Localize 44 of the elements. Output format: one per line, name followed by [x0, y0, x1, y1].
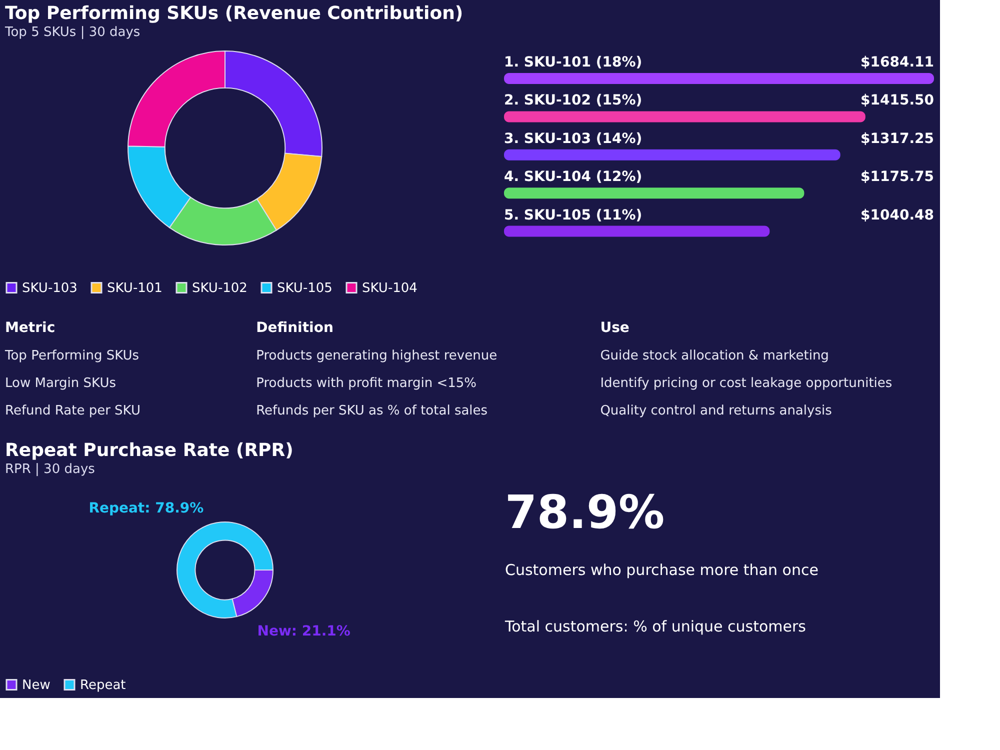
bar	[504, 226, 770, 237]
text: Guide stock allocation & marketing	[600, 348, 829, 364]
data-label: $1415.50	[860, 92, 934, 109]
legend-label: SKU-102	[192, 280, 248, 296]
data-label: Repeat: 78.9%	[88, 500, 204, 516]
text: Refund Rate per SKU	[5, 403, 140, 418]
data-label: $1040.48	[860, 207, 934, 224]
y-tick-label: 2. SKU-102 (15%)	[504, 92, 642, 109]
chart-title: Top Performing SKUs (Revenue Contribution)	[5, 3, 464, 24]
y-tick-label: 1. SKU-101 (18%)	[504, 54, 642, 71]
text: 78.9%	[505, 484, 665, 539]
y-tick-label: 5. SKU-105 (11%)	[504, 207, 642, 224]
legend-label: Repeat	[80, 678, 126, 693]
text: Use	[600, 320, 630, 336]
bar	[504, 188, 804, 199]
text: Total customers: % of unique customers	[504, 617, 806, 636]
text: Low Margin SKUs	[5, 376, 116, 391]
text: Products with profit margin <15%	[256, 376, 477, 391]
bar	[504, 73, 934, 84]
legend-label: SKU-104	[362, 280, 418, 296]
bar	[504, 149, 840, 160]
text: Customers who purchase more than once	[505, 561, 818, 579]
text: Identify pricing or cost leakage opportunities	[600, 376, 892, 391]
data-label: $1684.11	[860, 54, 934, 71]
y-tick-label: 3. SKU-103 (14%)	[504, 130, 642, 147]
data-label: New: 21.1%	[257, 624, 350, 640]
legend-label: SKU-103	[22, 280, 78, 296]
chart-title: Repeat Purchase Rate (RPR)	[5, 440, 294, 461]
data-label: $1317.25	[860, 130, 934, 147]
text: Quality control and returns analysis	[600, 403, 832, 418]
legend-label: New	[22, 678, 51, 693]
text: Products generating highest revenue	[256, 348, 498, 364]
text: Top Performing SKUs	[4, 348, 140, 364]
donut-slice	[176, 522, 274, 618]
chart-subtitle: Top 5 SKUs | 30 days	[4, 25, 140, 40]
text: Definition	[256, 320, 334, 336]
legend-label: SKU-101	[107, 280, 162, 296]
data-label: $1175.75	[860, 169, 934, 186]
text: Refunds per SKU as % of total sales	[256, 403, 488, 418]
y-tick-label: 4. SKU-104 (12%)	[504, 169, 642, 186]
chart-subtitle: RPR | 30 days	[5, 462, 96, 477]
bar	[504, 111, 866, 122]
text: Metric	[5, 320, 56, 336]
legend-label: SKU-105	[277, 280, 332, 296]
